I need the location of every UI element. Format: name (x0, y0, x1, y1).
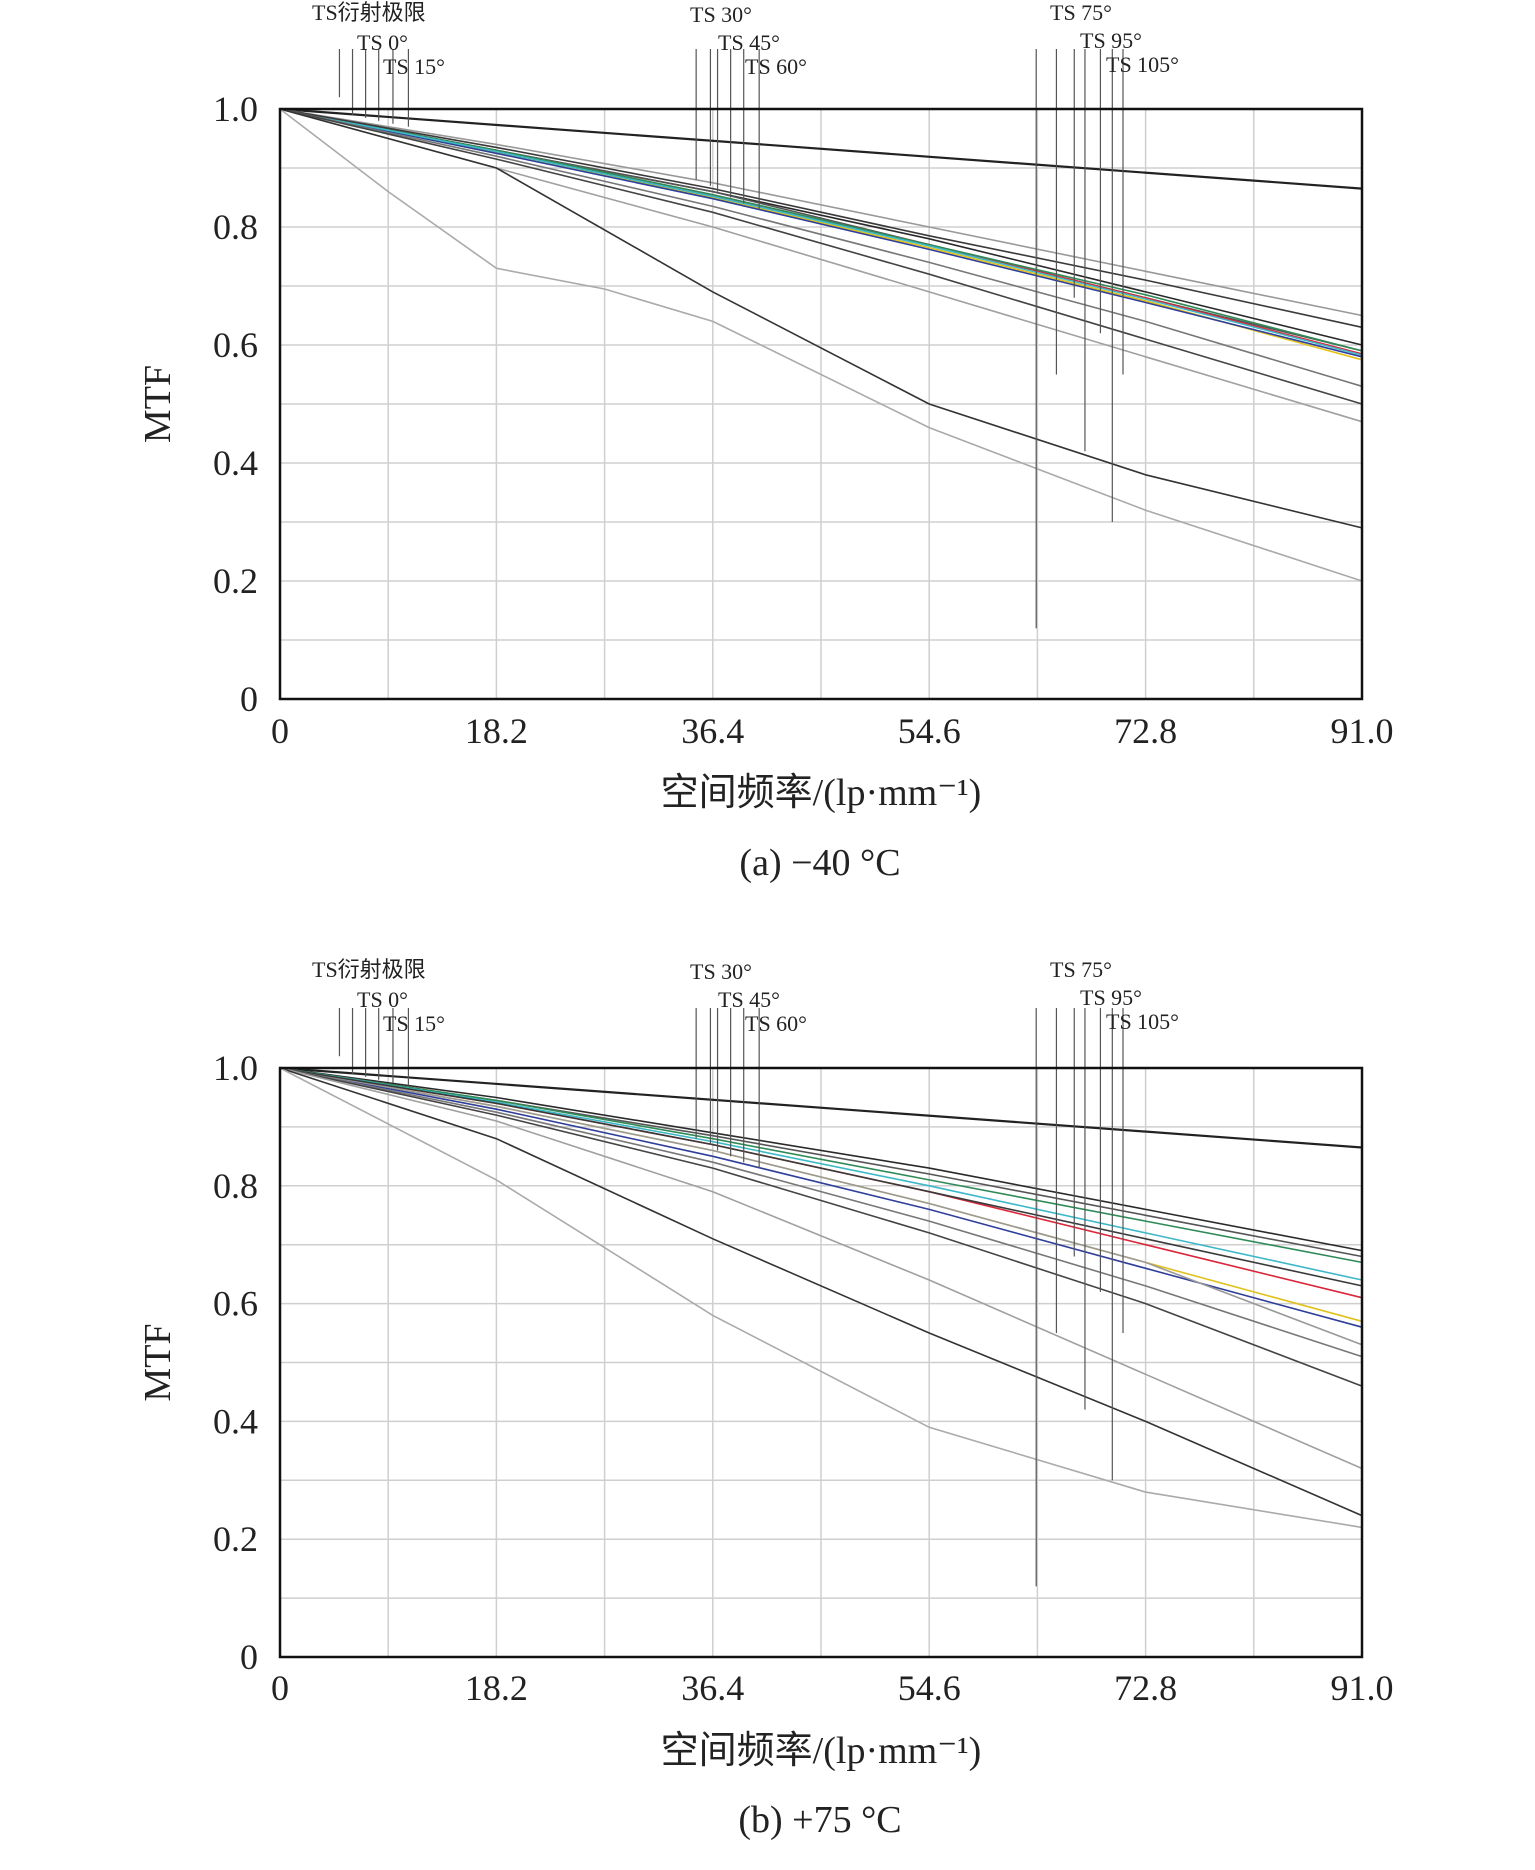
y-tick-label: 0.6 (213, 1284, 258, 1324)
series-line-s14 (279, 1067, 1363, 1529)
legend-label: TS 15° (383, 1011, 445, 1036)
series-line-s12 (279, 1067, 1363, 1470)
x-tick-label: 18.2 (465, 1668, 528, 1708)
x-tick-label: 54.6 (898, 711, 961, 751)
series-line-s9 (279, 108, 1363, 329)
x-tick-label: 0 (271, 1668, 289, 1708)
y-tick-label: 0.4 (213, 443, 258, 483)
series-line-s8 (279, 108, 1363, 317)
y-axis-label: MTF (137, 365, 179, 443)
legend-label: TS 0° (357, 987, 408, 1012)
x-tick-label: 91.0 (1331, 1668, 1394, 1708)
y-tick-label: 0 (240, 679, 258, 719)
y-axis-label: MTF (137, 1323, 179, 1401)
series-line-s1 (279, 1067, 1363, 1252)
series-line-s9 (279, 1067, 1363, 1287)
legend-label: TS 75° (1050, 0, 1112, 25)
legend-label: TS衍射极限 (312, 957, 426, 982)
chart-panel-b: 0 0.2 0.4 0.6 0.8 1.0 0 18.2 36.4 54.6 72.8 91.0 空间频… (137, 957, 1394, 1841)
series-line-s7 (279, 108, 1363, 356)
x-axis-label: 空间频率/(lp·mm⁻¹) (661, 772, 982, 814)
legend-label: TS 60° (745, 1011, 807, 1036)
legend-label: TS 45° (718, 987, 780, 1012)
plot-frame (278, 1066, 1364, 1659)
series-line-s8 (279, 1067, 1363, 1346)
series-line-s7 (279, 1067, 1363, 1281)
x-tick-label: 0 (271, 711, 289, 751)
legend-label: TS衍射极限 (312, 0, 426, 25)
figure-caption: (a) −40 °C (739, 842, 900, 884)
series-line-diffraction (279, 1066, 1363, 1149)
x-tick-label: 36.4 (681, 711, 744, 751)
series-line-s10 (279, 108, 1363, 388)
legend-label: TS 95° (1080, 985, 1142, 1010)
series-line-s5 (279, 108, 1363, 352)
legend-label: TS 30° (690, 959, 752, 984)
legend-label: TS 95° (1080, 28, 1142, 53)
legend-label: TS 75° (1050, 957, 1112, 982)
series-line-diffraction (279, 107, 1363, 190)
legend-label: TS 105° (1106, 52, 1179, 77)
y-tick-label: 0.6 (213, 325, 258, 365)
series-line-s5 (279, 1067, 1363, 1264)
series-line-s11 (279, 1067, 1363, 1387)
y-tick-label: 0.8 (213, 1166, 258, 1206)
series-line-s6 (279, 1067, 1363, 1328)
series-line-s10 (279, 1067, 1363, 1358)
series-line-s13 (279, 1067, 1363, 1517)
x-tick-label: 72.8 (1114, 1668, 1177, 1708)
y-tick-label: 0 (240, 1637, 258, 1677)
series-line-s13 (279, 108, 1363, 529)
chart-panel-a: 0 0.2 0.4 0.6 0.8 1.0 0 18.2 36.4 54.6 72.8 91.0 空间频… (137, 0, 1394, 884)
legend-label: TS 0° (357, 30, 408, 55)
y-tick-label: 1.0 (213, 1048, 258, 1088)
series-line-s14 (279, 108, 1363, 582)
legend-label: TS 30° (690, 2, 752, 27)
x-tick-label: 72.8 (1114, 711, 1177, 751)
y-tick-label: 0.2 (213, 1519, 258, 1559)
legend-label: TS 105° (1106, 1009, 1179, 1034)
series-line-s6 (279, 108, 1363, 358)
x-axis-label: 空间频率/(lp·mm⁻¹) (661, 1730, 982, 1772)
series-line-s11 (279, 108, 1363, 405)
legend-label: TS 60° (745, 54, 807, 79)
x-tick-label: 18.2 (465, 711, 528, 751)
y-tick-label: 0.2 (213, 561, 258, 601)
plot-frame (278, 107, 1364, 701)
legend-label: TS 45° (718, 30, 780, 55)
x-tick-label: 91.0 (1331, 711, 1394, 751)
x-tick-label: 54.6 (898, 1668, 961, 1708)
legend-label: TS 15° (383, 54, 445, 79)
y-tick-label: 0.4 (213, 1401, 258, 1441)
y-tick-label: 0.8 (213, 207, 258, 247)
figure-caption: (b) +75 °C (738, 1799, 901, 1841)
x-tick-label: 36.4 (681, 1668, 744, 1708)
y-tick-label: 1.0 (213, 89, 258, 129)
